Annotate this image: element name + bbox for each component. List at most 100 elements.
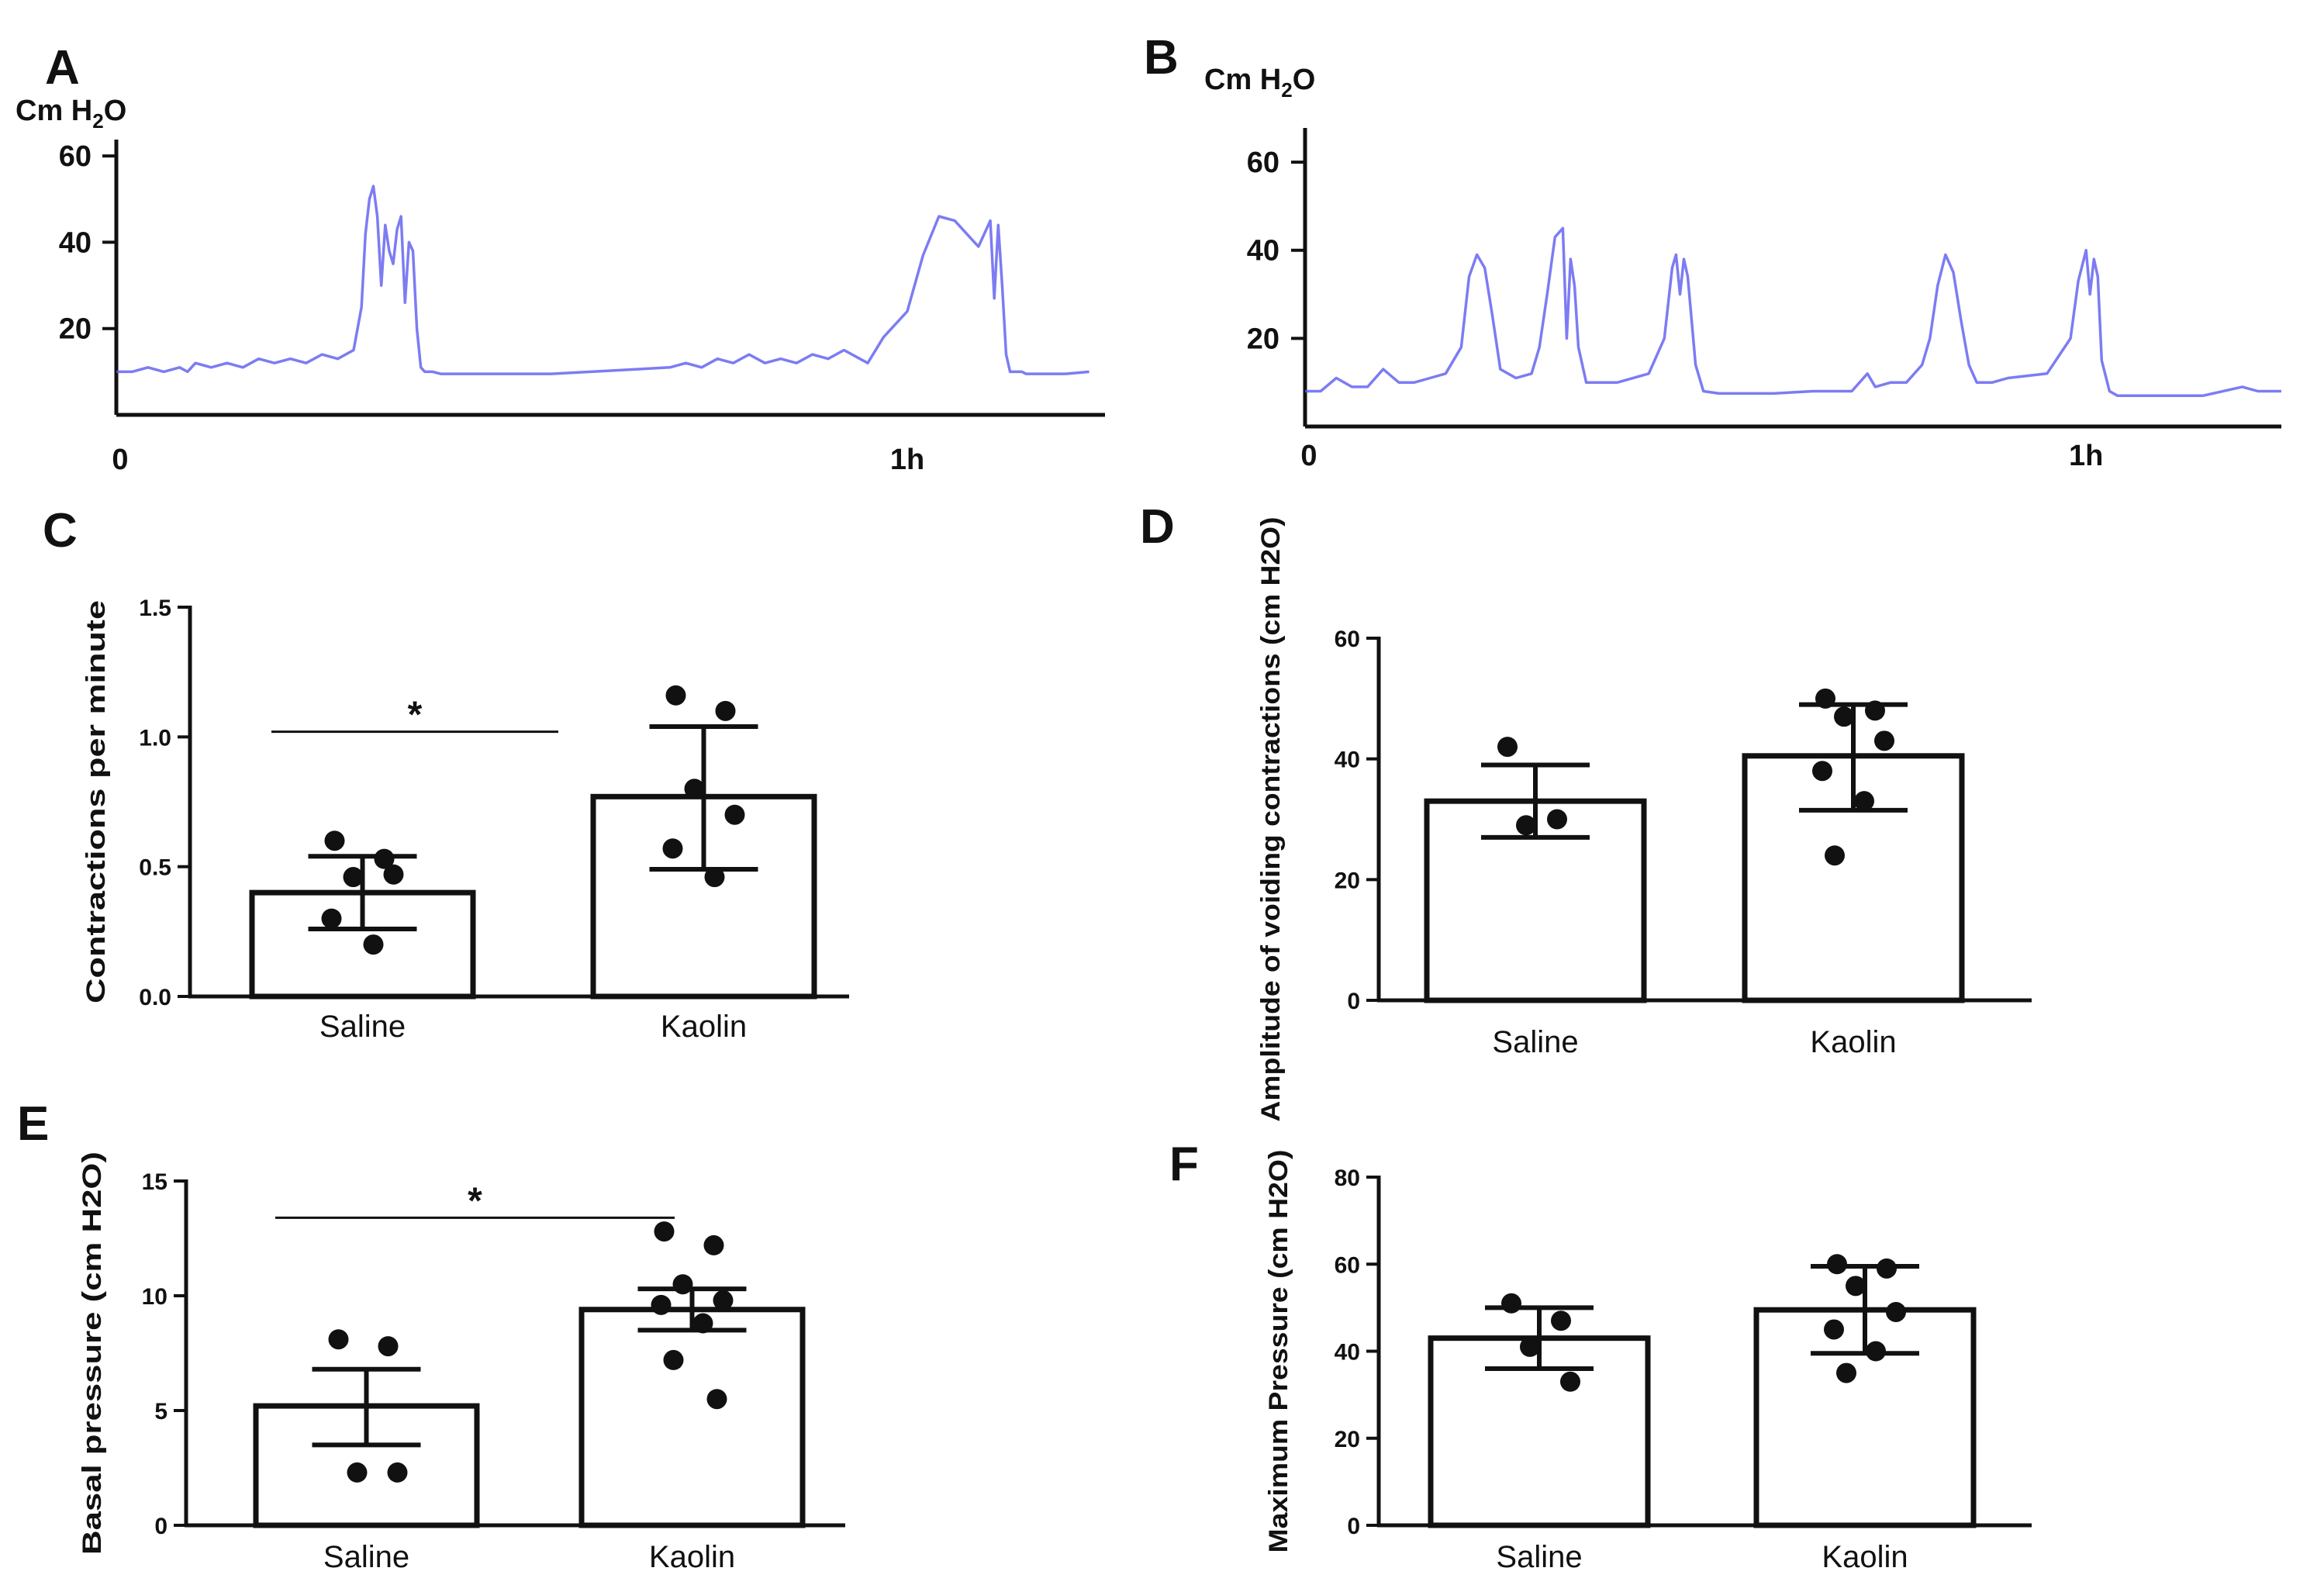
y-unit-label-a: Cm H2O <box>16 95 126 133</box>
panel-label-a: A <box>45 41 80 95</box>
y-tick-label-f: 60 <box>1335 1252 1360 1278</box>
y-unit-tail: O <box>1293 64 1316 96</box>
x-tick-label-0: 0 <box>112 444 128 476</box>
data-point-kaolin <box>662 838 683 859</box>
panel-label-b: B <box>1144 31 1179 85</box>
data-point-kaolin <box>715 700 736 721</box>
data-point-saline <box>1516 815 1536 836</box>
data-point-kaolin <box>1812 761 1832 782</box>
data-point-saline <box>1547 809 1567 830</box>
y-axis-label-d: Amplitude of voiding contractions (cm H2… <box>1256 517 1286 1122</box>
category-label-kaolin: Kaolin <box>649 1540 735 1574</box>
significance-star-e: * <box>468 1180 482 1221</box>
y-tick-label-f: 80 <box>1335 1165 1360 1191</box>
y-axis-label-c: Contractions per minute <box>81 600 111 1003</box>
y-unit-label-b: Cm H2O <box>1204 64 1315 102</box>
data-point-saline <box>328 1329 349 1350</box>
data-point-saline <box>321 908 342 929</box>
y-tick-label-60: 60 <box>59 140 92 173</box>
data-point-kaolin <box>692 1313 713 1334</box>
data-point-kaolin <box>706 1389 727 1410</box>
bar-kaolin <box>578 1307 806 1528</box>
data-point-saline <box>343 867 364 888</box>
data-point-kaolin <box>704 867 725 888</box>
y-tick-label-c: 1.5 <box>139 596 171 621</box>
data-point-kaolin <box>1815 688 1835 709</box>
pressure-trace-b <box>1305 226 2281 397</box>
category-label-saline: Saline <box>1492 1025 1578 1059</box>
data-point-saline <box>378 1336 399 1357</box>
y-tick-label-60: 60 <box>1247 147 1279 179</box>
y-tick-label-e: 0 <box>154 1514 167 1539</box>
y-tick-label-20: 20 <box>59 313 92 346</box>
y-unit-subscript: 2 <box>1281 78 1292 102</box>
y-tick-label-20: 20 <box>1247 323 1279 355</box>
category-label-kaolin: Kaolin <box>1810 1025 1896 1059</box>
y-tick-label-c: 0.0 <box>139 985 171 1010</box>
bar-saline <box>249 889 476 1000</box>
y-tick-label-f: 0 <box>1347 1514 1360 1539</box>
data-point-kaolin <box>1877 1258 1897 1279</box>
panel-b: B Cm H2O 20 40 60 0 1h <box>1144 31 2281 472</box>
category-label-saline: Saline <box>323 1540 409 1574</box>
data-point-kaolin <box>663 1349 684 1370</box>
data-point-kaolin <box>1827 1254 1847 1275</box>
y-unit-subscript: 2 <box>92 109 103 133</box>
y-tick-label-c: 0.5 <box>139 855 171 881</box>
panel-label-f: F <box>1169 1138 1199 1191</box>
x-tick-label-1h: 1h <box>2069 440 2103 472</box>
category-label-saline: Saline <box>319 1010 406 1044</box>
data-point-kaolin <box>1886 1301 1906 1322</box>
y-tick-label-d: 20 <box>1335 868 1360 893</box>
panel-label-e: E <box>17 1097 49 1151</box>
data-point-saline <box>374 848 395 869</box>
data-point-kaolin <box>1854 791 1874 812</box>
y-tick-label-e: 10 <box>142 1284 167 1310</box>
data-point-saline <box>347 1462 368 1483</box>
data-point-saline <box>1520 1336 1540 1357</box>
category-label-kaolin: Kaolin <box>661 1010 747 1044</box>
data-point-kaolin <box>665 685 686 706</box>
x-tick-label-0: 0 <box>1300 440 1317 472</box>
data-point-saline <box>1560 1371 1580 1392</box>
data-point-saline <box>363 934 384 955</box>
data-point-kaolin <box>1825 845 1845 866</box>
data-point-kaolin <box>1866 1341 1886 1362</box>
data-point-kaolin <box>1874 730 1894 751</box>
y-tick-label-e: 5 <box>154 1399 167 1424</box>
data-point-kaolin <box>724 804 745 825</box>
category-label-saline: Saline <box>1496 1540 1582 1574</box>
panel-a: ACm H2O 20 40 60 0 1h <box>16 41 1105 476</box>
data-point-kaolin <box>1824 1319 1844 1340</box>
data-point-kaolin <box>1834 706 1854 727</box>
y-tick-label-f: 20 <box>1335 1427 1360 1452</box>
data-point-kaolin <box>703 1235 724 1255</box>
panel-c: C 0.0 0.5 1.0 1.5 Contractions per minute Sali… <box>43 504 849 1044</box>
data-point-kaolin <box>713 1290 734 1310</box>
y-tick-label-d: 0 <box>1347 989 1360 1014</box>
data-point-saline <box>1497 737 1518 758</box>
y-tick-label-d: 60 <box>1335 627 1360 652</box>
panel-e: E 0 5 10 15 Basal pressure (cm H2O) Saline Kaol… <box>17 1097 845 1574</box>
y-tick-label-e: 15 <box>142 1169 167 1195</box>
panel-f: F 0 20 40 60 80 Maximum Pressure (cm H2O) Salin… <box>1169 1138 2032 1574</box>
data-point-kaolin <box>651 1294 672 1315</box>
y-tick-label-c: 1.0 <box>139 725 171 751</box>
data-point-kaolin <box>1836 1362 1856 1383</box>
data-point-kaolin <box>684 779 705 799</box>
y-axis-label-f: Maximum Pressure (cm H2O) <box>1264 1150 1293 1553</box>
category-label-kaolin: Kaolin <box>1822 1540 1908 1574</box>
significance-star-c: * <box>408 695 423 736</box>
y-tick-label-f: 40 <box>1335 1340 1360 1366</box>
x-tick-label-1h: 1h <box>890 444 924 476</box>
data-point-kaolin <box>654 1221 675 1242</box>
data-point-kaolin <box>1846 1276 1866 1297</box>
y-axis-label-e: Basal pressure (cm H2O) <box>78 1152 107 1555</box>
data-point-saline <box>383 864 404 885</box>
panel-label-c: C <box>43 504 78 558</box>
y-tick-label-40: 40 <box>59 226 92 259</box>
panel-d: D 0 20 40 60 Amplitude of voiding contraction… <box>1140 500 2032 1122</box>
y-unit-tail: O <box>104 95 127 127</box>
data-point-saline <box>324 830 345 851</box>
